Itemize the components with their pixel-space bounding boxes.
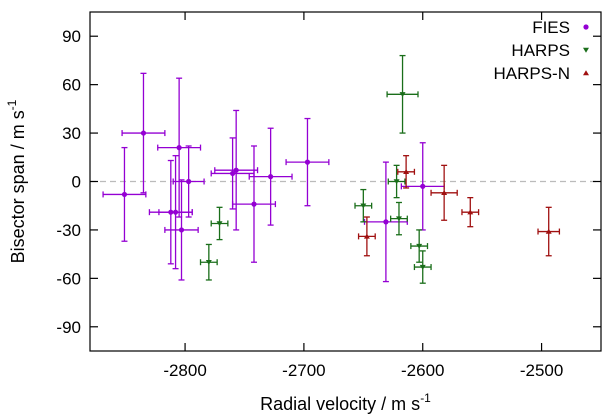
marker	[216, 221, 223, 227]
x-axis-title-text: Radial velocity / m s	[260, 394, 420, 414]
marker	[360, 203, 367, 209]
marker	[172, 209, 179, 215]
data-point-harps	[387, 164, 406, 199]
marker	[395, 216, 402, 222]
data-point-fies	[164, 179, 199, 281]
y-tick-label: -60	[56, 269, 81, 288]
y-tick-label: -30	[56, 221, 81, 240]
series-layer	[102, 54, 561, 284]
marker	[304, 159, 311, 165]
marker	[186, 178, 192, 185]
legend: FIES HARPS HARPS-N	[493, 18, 589, 83]
marker	[441, 190, 448, 195]
series-harps	[199, 54, 432, 284]
data-point-harps-n	[430, 164, 458, 221]
y-tick-label: 90	[62, 27, 81, 46]
marker	[121, 191, 128, 198]
data-point-harps	[210, 206, 229, 241]
data-point-harps	[413, 250, 432, 284]
data-point-harps-n	[357, 216, 376, 257]
data-point-fies	[214, 109, 259, 231]
legend-marker-harps	[583, 47, 589, 53]
legend-marker-harps-n	[583, 70, 589, 76]
marker	[393, 179, 400, 185]
marker	[268, 174, 274, 180]
marker	[545, 228, 552, 234]
data-point-fies	[102, 146, 147, 242]
marker	[403, 169, 410, 175]
data-point-harps	[386, 54, 419, 134]
x-tick-label: -2500	[520, 361, 563, 380]
data-point-fies	[363, 161, 408, 283]
series-fies	[102, 72, 445, 283]
y-axis-title-sup: -1	[5, 99, 19, 110]
data-point-fies	[285, 117, 330, 207]
marker	[383, 219, 389, 225]
data-point-harps	[390, 201, 408, 236]
x-tick-label: -2700	[282, 361, 325, 380]
data-point-fies	[210, 137, 255, 210]
x-axis-title: Radial velocity / m s-1	[260, 391, 431, 414]
y-tick-label: 0	[72, 173, 81, 192]
data-point-fies	[121, 72, 166, 194]
x-tick-label: -2800	[163, 361, 206, 380]
x-axis-title-sup: -1	[420, 391, 431, 405]
legend-label-fies: FIES	[532, 18, 570, 37]
marker	[176, 145, 182, 151]
data-point-harps	[354, 188, 373, 223]
data-point-fies	[172, 145, 205, 218]
legend-label-harps-n: HARPS-N	[493, 64, 570, 83]
data-point-fies	[248, 127, 293, 226]
marker	[419, 264, 426, 270]
data-point-fies	[158, 155, 193, 270]
data-point-fies	[157, 77, 202, 218]
data-point-harps-n	[461, 196, 480, 228]
marker	[230, 170, 236, 177]
x-tick-label: -2600	[401, 361, 444, 380]
marker	[399, 92, 406, 98]
data-point-harps-n	[537, 206, 561, 257]
series-harps-n	[357, 155, 561, 257]
marker	[363, 233, 370, 239]
marker	[205, 260, 212, 266]
y-tick-label: 30	[62, 124, 81, 143]
y-tick-label: 60	[62, 76, 81, 95]
data-point-harps	[410, 229, 429, 263]
ticks-layer: -2800 -2700 -2600 -2500 -90 -60 -30 0 30 60 90	[56, 12, 601, 380]
marker	[420, 183, 426, 189]
y-axis-title-text: Bisector span / m s	[8, 110, 28, 263]
legend-marker-fies	[583, 24, 589, 30]
data-point-fies	[231, 145, 277, 263]
y-axis-title: Bisector span / m s-1	[5, 99, 28, 263]
marker	[416, 243, 423, 249]
data-point-harps	[199, 243, 218, 281]
y-tick-label: -90	[56, 318, 81, 337]
marker	[233, 167, 239, 173]
marker	[178, 227, 185, 233]
marker	[251, 201, 257, 207]
marker	[140, 130, 147, 136]
marker	[467, 209, 474, 215]
data-point-harps-n	[397, 155, 416, 189]
legend-label-harps: HARPS	[511, 41, 570, 60]
